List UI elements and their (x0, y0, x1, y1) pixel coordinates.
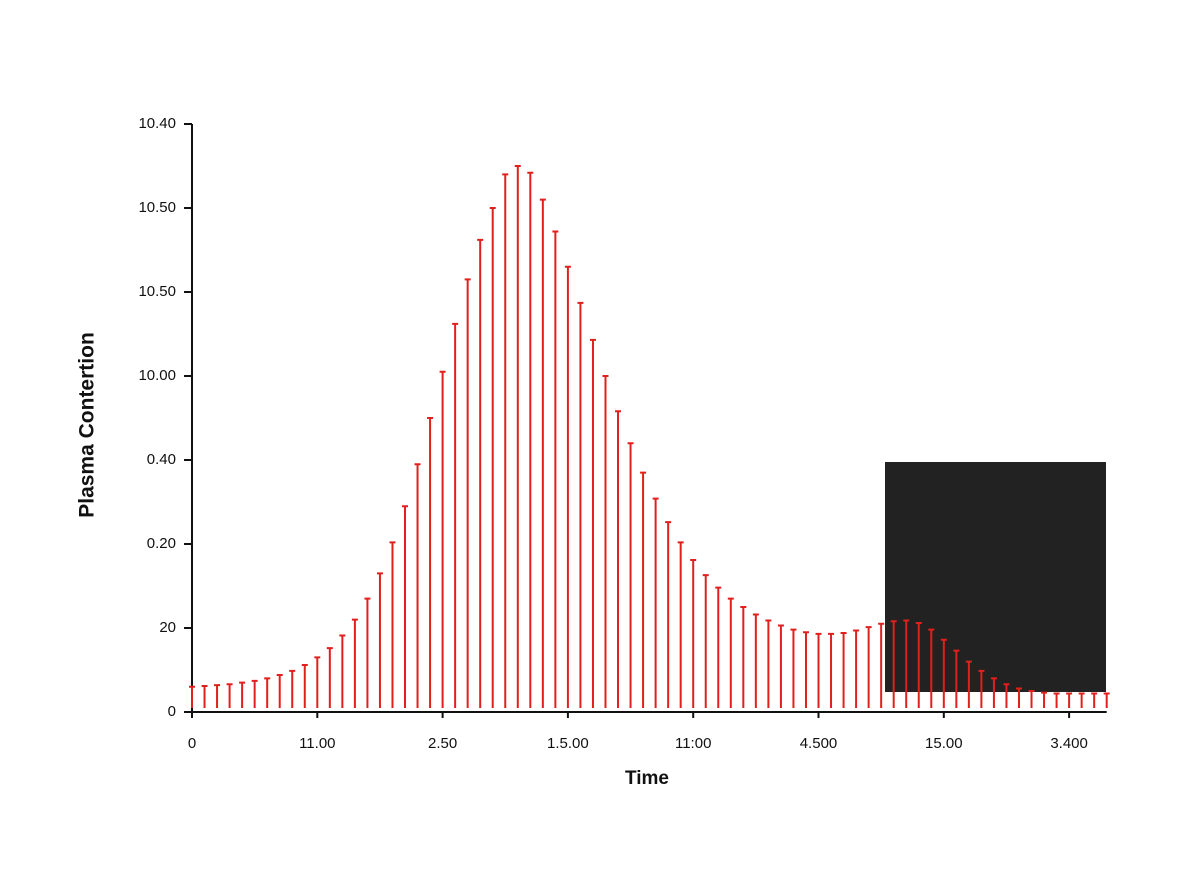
stem (727, 597, 734, 708)
stem (953, 649, 960, 708)
stem (452, 322, 459, 708)
overlay-box (885, 462, 1106, 692)
y-tick-label: 0.40 (147, 451, 176, 468)
stem (577, 301, 584, 708)
y-tick-label: 10.40 (138, 115, 176, 132)
stem (239, 681, 246, 708)
stem (1091, 692, 1098, 708)
stem (314, 656, 321, 708)
stem (1003, 683, 1010, 708)
stem (928, 628, 935, 708)
x-tick-label: 1.5.00 (547, 735, 589, 752)
stem (214, 684, 221, 708)
stem (439, 370, 446, 708)
x-axis-label: Time (625, 768, 669, 789)
stem (189, 685, 195, 708)
stem (865, 626, 872, 708)
stem (965, 660, 972, 708)
stem (351, 618, 358, 708)
stem (1015, 687, 1022, 708)
stem (339, 634, 346, 708)
y-tick-label: 10.00 (138, 367, 176, 384)
stem (715, 586, 722, 708)
stem (201, 684, 208, 708)
x-tick-label: 3.400 (1050, 735, 1088, 752)
stem (301, 663, 308, 708)
stem (489, 207, 496, 708)
stem (890, 620, 897, 708)
stem (765, 619, 772, 708)
stem (640, 471, 647, 708)
stem (802, 631, 809, 708)
stem (815, 632, 822, 708)
stem (251, 679, 258, 708)
stem (226, 683, 233, 708)
stem (464, 278, 471, 708)
y-tick-label: 10.50 (138, 283, 176, 300)
stem (627, 442, 634, 708)
stem (1041, 691, 1048, 708)
stem (552, 230, 559, 708)
stem (1028, 690, 1035, 708)
stem (652, 497, 659, 708)
stem (376, 572, 383, 708)
stem (414, 463, 421, 708)
stem (665, 521, 672, 708)
stem (1103, 692, 1110, 708)
stem (777, 624, 784, 708)
x-tick-label: 0 (188, 735, 196, 752)
stem (990, 677, 997, 708)
stem (1053, 692, 1060, 708)
stem (326, 647, 333, 708)
stem (502, 173, 509, 708)
stem (878, 622, 885, 708)
stem (840, 632, 847, 708)
stem (389, 541, 396, 708)
stem (915, 621, 922, 708)
x-tick-label: 4.500 (800, 735, 838, 752)
stem (790, 628, 797, 708)
y-axis-label: Plasma Contertion (76, 332, 99, 518)
y-tick-label: 0.20 (147, 535, 176, 552)
stem (752, 613, 759, 708)
stem (978, 669, 985, 708)
stem (615, 410, 622, 708)
stem (539, 198, 546, 708)
stem (690, 558, 697, 708)
x-tick-label: 11.00 (299, 735, 335, 752)
stem (602, 375, 609, 708)
stem (514, 165, 521, 708)
y-tick-label: 0 (168, 703, 176, 720)
x-tick-label: 2.50 (428, 735, 457, 752)
stem (702, 574, 709, 708)
stem (289, 669, 296, 708)
stem (677, 541, 684, 708)
stem (364, 597, 371, 708)
stem (740, 606, 747, 708)
stem (589, 338, 596, 708)
stem (853, 629, 860, 708)
stem (477, 238, 484, 708)
stem (1078, 692, 1085, 708)
stem (828, 632, 835, 708)
x-tick-label: 15.00 (925, 735, 963, 752)
y-tick-label: 20 (159, 619, 176, 636)
x-tick-label: 11:00 (675, 735, 711, 752)
stem (527, 171, 534, 708)
stem (1066, 692, 1073, 708)
stem (940, 638, 947, 708)
stem (276, 674, 283, 708)
y-tick-label: 10.50 (138, 199, 176, 216)
stem (427, 417, 434, 708)
stem (402, 505, 409, 708)
stem (903, 619, 910, 708)
stem (564, 265, 571, 708)
stem (264, 677, 271, 708)
